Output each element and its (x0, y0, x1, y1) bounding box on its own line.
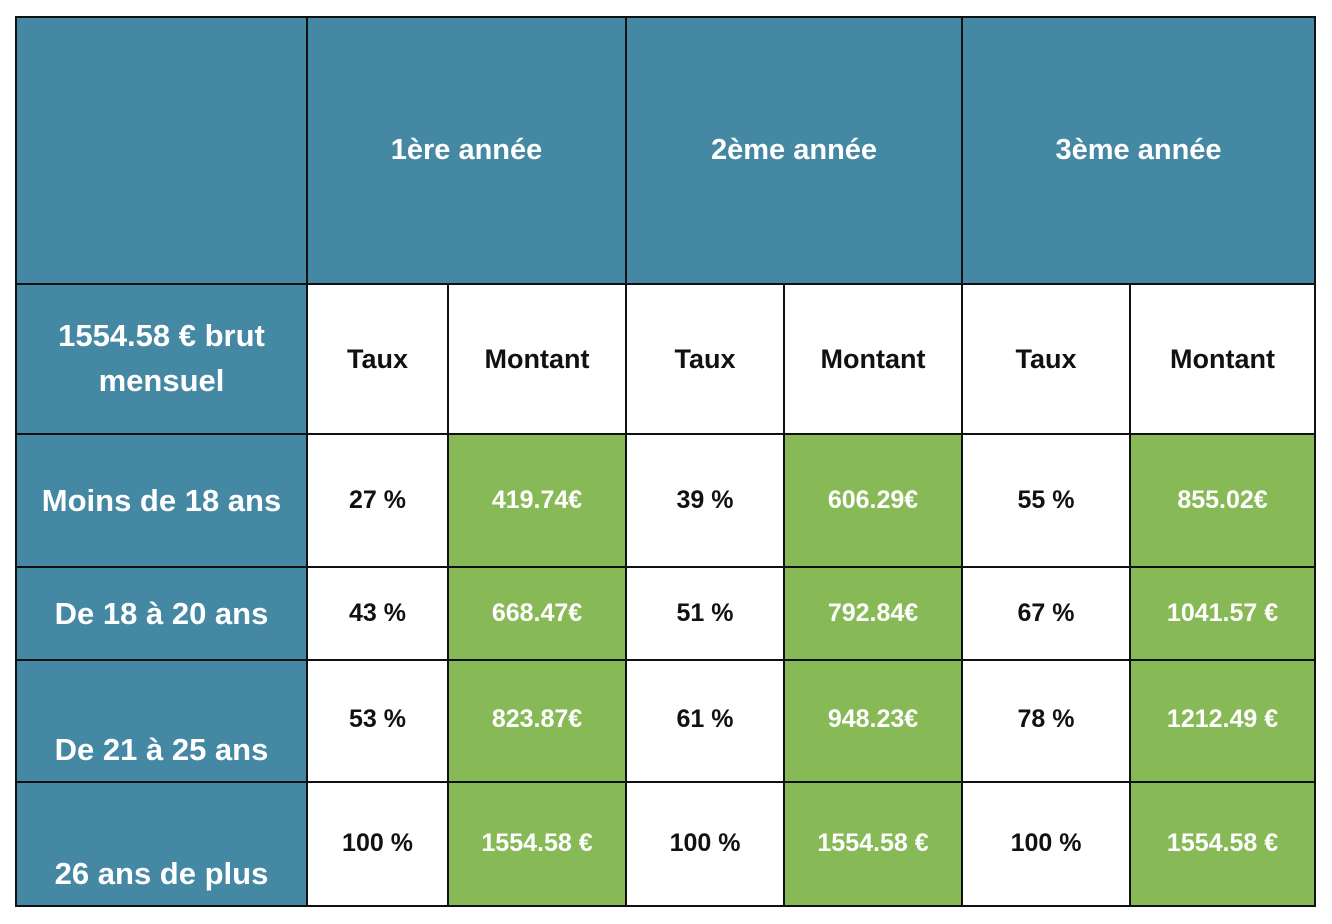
amount-cell: 823.87€ (446, 659, 628, 783)
amount-cell: 1554.58 € (446, 781, 628, 907)
row-label: De 21 à 25 ans (15, 659, 308, 783)
row-label: Moins de 18 ans (15, 433, 308, 568)
subheader-row: 1554.58 € brut mensuel Taux Montant Taux… (15, 283, 1317, 435)
salary-table: 1ère année 2ème année 3ème année 1554.58… (15, 16, 1317, 907)
rate-cell: 61 % (625, 659, 786, 783)
rate-cell: 100 % (625, 781, 786, 907)
rate-header-year-2: Taux (625, 283, 786, 435)
year-header-row: 1ère année 2ème année 3ème année (15, 16, 1317, 285)
rate-cell: 55 % (961, 433, 1132, 568)
table-row: Moins de 18 ans 27 % 419.74€ 39 % 606.29… (15, 433, 1317, 568)
rate-cell: 27 % (306, 433, 449, 568)
rate-header-year-1: Taux (306, 283, 449, 435)
amount-cell: 948.23€ (783, 659, 964, 783)
amount-header-year-1: Montant (446, 283, 628, 435)
rate-cell: 100 % (306, 781, 449, 907)
table-row: 26 ans de plus 100 % 1554.58 € 100 % 155… (15, 781, 1317, 907)
amount-cell: 419.74€ (446, 433, 628, 568)
amount-cell: 1554.58 € (783, 781, 964, 907)
rate-cell: 39 % (625, 433, 786, 568)
year-3-header: 3ème année (961, 16, 1317, 285)
amount-cell: 792.84€ (783, 566, 964, 661)
rate-cell: 78 % (961, 659, 1132, 783)
year-2-header: 2ème année (625, 16, 964, 285)
rate-cell: 100 % (961, 781, 1132, 907)
amount-cell: 606.29€ (783, 433, 964, 568)
rate-cell: 43 % (306, 566, 449, 661)
rate-cell: 51 % (625, 566, 786, 661)
amount-cell: 668.47€ (446, 566, 628, 661)
amount-header-year-2: Montant (783, 283, 964, 435)
base-salary-label: 1554.58 € brut mensuel (15, 283, 308, 435)
rate-header-year-3: Taux (961, 283, 1132, 435)
amount-cell: 1041.57 € (1129, 566, 1317, 661)
row-label: 26 ans de plus (15, 781, 308, 907)
amount-cell: 1212.49 € (1129, 659, 1317, 783)
amount-header-year-3: Montant (1129, 283, 1317, 435)
table-row: De 18 à 20 ans 43 % 668.47€ 51 % 792.84€… (15, 566, 1317, 661)
table-row: De 21 à 25 ans 53 % 823.87€ 61 % 948.23€… (15, 659, 1317, 783)
rate-cell: 67 % (961, 566, 1132, 661)
year-1-header: 1ère année (305, 16, 628, 285)
amount-cell: 855.02€ (1129, 433, 1317, 568)
amount-cell: 1554.58 € (1129, 781, 1317, 907)
rate-cell: 53 % (306, 659, 449, 783)
row-label: De 18 à 20 ans (15, 566, 308, 661)
corner-cell (15, 16, 308, 285)
